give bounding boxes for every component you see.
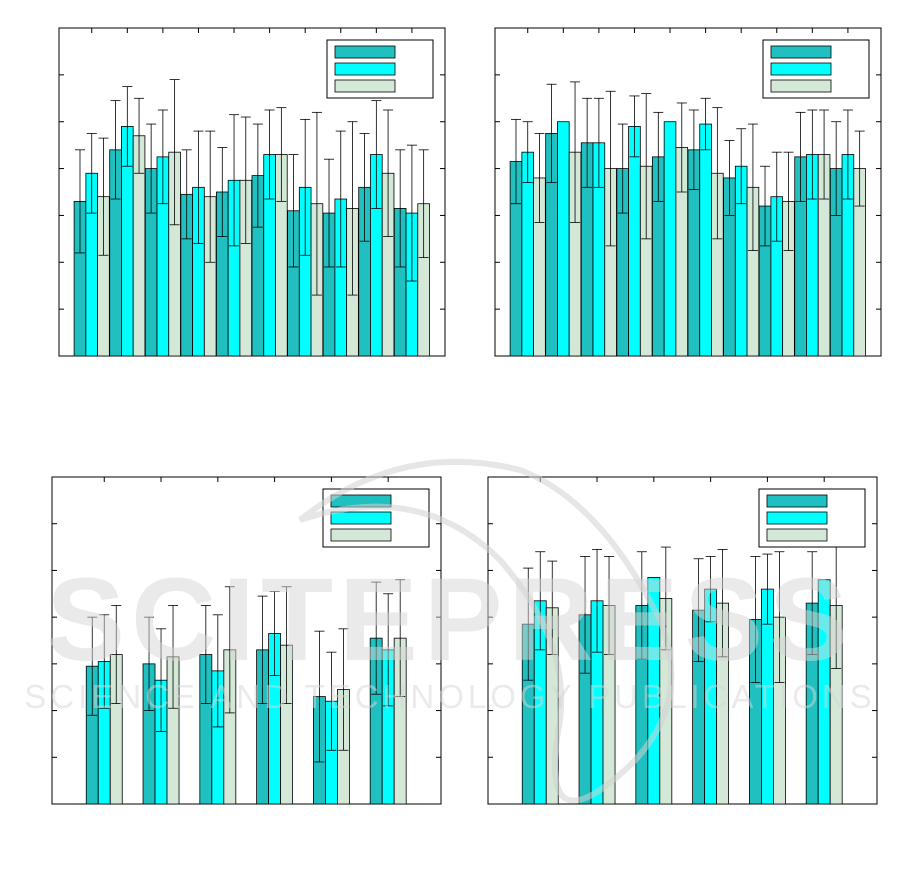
legend-swatch-2 [334,62,396,76]
legend [326,39,434,99]
chart-bottom-left [51,476,442,805]
chart-top-left [58,27,446,357]
legend [758,488,866,548]
legend-swatch-2 [330,511,392,525]
bar-s2-c4 [628,126,641,357]
legend [762,39,870,99]
bar-s2-c6 [817,579,831,805]
bar-s2-c6 [699,123,712,357]
legend-swatch-3 [330,528,392,542]
legend [322,488,430,548]
bar-s2-c3 [647,577,661,805]
legend-swatch-3 [334,79,396,93]
chart-bottom-right [487,476,878,805]
legend-swatch-1 [766,494,828,508]
bar-s2-c2 [557,121,570,357]
bar-s2-c5 [663,121,677,357]
chart-top-right [494,27,882,357]
legend-swatch-1 [330,494,392,508]
legend-swatch-1 [770,45,832,59]
legend-swatch-3 [770,79,832,93]
legend-swatch-2 [770,62,832,76]
legend-swatch-1 [334,45,396,59]
legend-swatch-3 [766,528,828,542]
legend-swatch-2 [766,511,828,525]
